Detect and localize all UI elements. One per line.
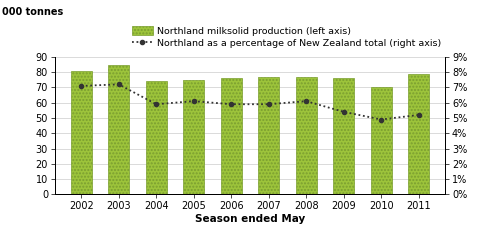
- Legend: Northland milksolid production (left axis), Northland as a percentage of New Zea: Northland milksolid production (left axi…: [130, 24, 444, 49]
- Bar: [258, 77, 279, 194]
- Bar: [184, 80, 204, 194]
- X-axis label: Season ended May: Season ended May: [195, 214, 305, 224]
- Bar: [71, 71, 92, 194]
- Bar: [371, 87, 392, 194]
- Bar: [108, 64, 129, 194]
- Bar: [334, 78, 354, 194]
- Text: 000 tonnes: 000 tonnes: [2, 7, 64, 17]
- Bar: [221, 78, 242, 194]
- Bar: [408, 74, 429, 194]
- Bar: [146, 81, 167, 194]
- Bar: [296, 77, 316, 194]
